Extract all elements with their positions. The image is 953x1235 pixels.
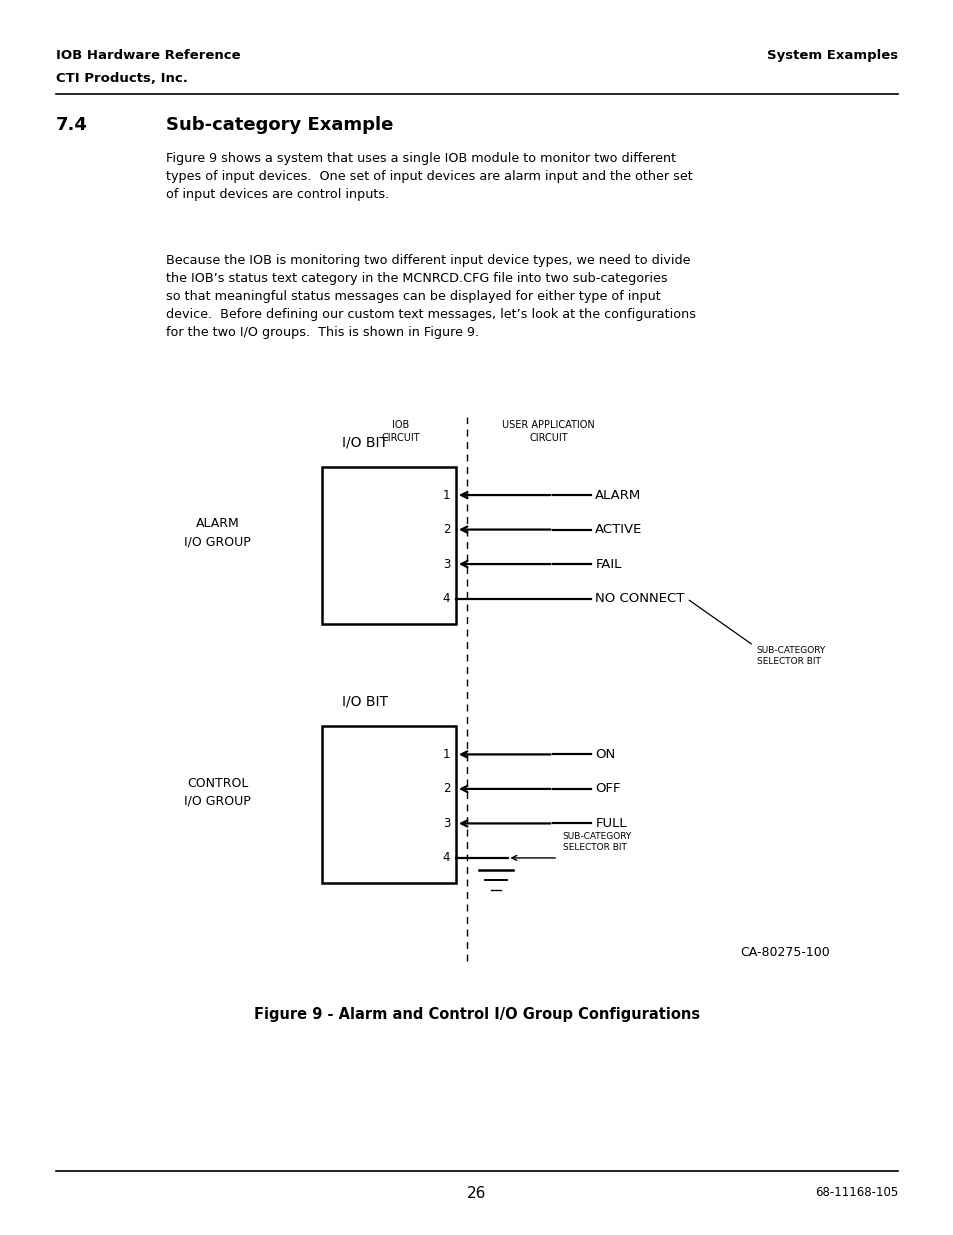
Text: 3: 3 xyxy=(442,816,450,830)
Text: IOB Hardware Reference: IOB Hardware Reference xyxy=(56,49,240,63)
Text: FULL: FULL xyxy=(595,816,626,830)
Text: 1: 1 xyxy=(442,489,450,501)
Text: I/O BIT: I/O BIT xyxy=(341,695,387,709)
Text: Sub-category Example: Sub-category Example xyxy=(166,116,393,135)
Text: 3: 3 xyxy=(442,557,450,571)
Text: 2: 2 xyxy=(442,783,450,795)
Text: 7.4: 7.4 xyxy=(56,116,88,135)
Text: ON: ON xyxy=(595,748,615,761)
Text: Figure 9 - Alarm and Control I/O Group Configurations: Figure 9 - Alarm and Control I/O Group C… xyxy=(253,1007,700,1021)
Text: CA-80275-100: CA-80275-100 xyxy=(740,946,829,960)
Text: SUB-CATEGORY
SELECTOR BIT: SUB-CATEGORY SELECTOR BIT xyxy=(756,646,825,666)
Text: I/O BIT: I/O BIT xyxy=(341,436,387,450)
Text: 4: 4 xyxy=(442,592,450,605)
Text: CONTROL
I/O GROUP: CONTROL I/O GROUP xyxy=(184,777,251,808)
Text: 1: 1 xyxy=(442,748,450,761)
Text: SUB-CATEGORY
SELECTOR BIT: SUB-CATEGORY SELECTOR BIT xyxy=(562,831,632,852)
Text: Because the IOB is monitoring two different input device types, we need to divid: Because the IOB is monitoring two differ… xyxy=(166,254,695,340)
Text: ALARM
I/O GROUP: ALARM I/O GROUP xyxy=(184,517,251,548)
Text: 4: 4 xyxy=(442,851,450,864)
Text: ALARM: ALARM xyxy=(595,489,640,501)
Text: ACTIVE: ACTIVE xyxy=(595,524,642,536)
Text: 26: 26 xyxy=(467,1186,486,1200)
Text: USER APPLICATION
CIRCUIT: USER APPLICATION CIRCUIT xyxy=(501,420,595,442)
Text: NO CONNECT: NO CONNECT xyxy=(595,592,684,605)
Bar xyxy=(322,726,456,883)
Bar xyxy=(322,467,456,624)
Text: 68-11168-105: 68-11168-105 xyxy=(814,1186,897,1199)
Text: System Examples: System Examples xyxy=(766,49,897,63)
Text: CTI Products, Inc.: CTI Products, Inc. xyxy=(56,72,188,85)
Text: IOB
CIRCUIT: IOB CIRCUIT xyxy=(381,420,419,442)
Text: FAIL: FAIL xyxy=(595,557,621,571)
Text: OFF: OFF xyxy=(595,783,620,795)
Text: Figure 9 shows a system that uses a single IOB module to monitor two different
t: Figure 9 shows a system that uses a sing… xyxy=(166,152,692,201)
Text: 2: 2 xyxy=(442,524,450,536)
